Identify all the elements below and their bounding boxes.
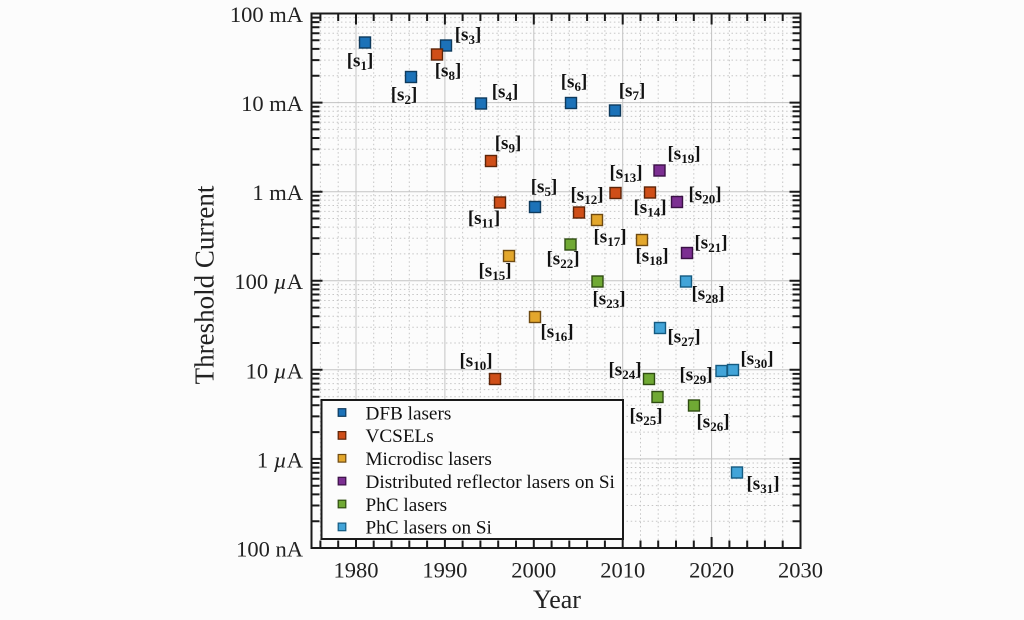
svg-text:Threshold Current: Threshold Current bbox=[190, 185, 220, 384]
svg-text:Year: Year bbox=[533, 585, 581, 614]
svg-text:[s7]: [s7] bbox=[619, 81, 646, 104]
svg-text:VCSELs: VCSELs bbox=[366, 426, 434, 447]
svg-text:2010: 2010 bbox=[600, 558, 645, 583]
svg-text:1 µA: 1 µA bbox=[257, 447, 304, 472]
svg-text:2030: 2030 bbox=[778, 558, 823, 583]
svg-text:100 nA: 100 nA bbox=[236, 537, 304, 562]
svg-text:2020: 2020 bbox=[689, 558, 734, 583]
svg-text:1 mA: 1 mA bbox=[252, 180, 303, 205]
svg-text:[s1]: [s1] bbox=[347, 51, 374, 74]
svg-text:[s2]: [s2] bbox=[391, 85, 418, 108]
svg-text:[s29]: [s29] bbox=[679, 365, 712, 388]
svg-text:10 mA: 10 mA bbox=[241, 91, 304, 116]
svg-text:[s3]: [s3] bbox=[455, 25, 482, 48]
svg-text:1980: 1980 bbox=[334, 558, 379, 583]
svg-text:100 mA: 100 mA bbox=[230, 2, 304, 27]
svg-text:[s9]: [s9] bbox=[495, 133, 522, 156]
svg-text:PhC lasers: PhC lasers bbox=[366, 495, 448, 516]
svg-text:1990: 1990 bbox=[422, 558, 467, 583]
svg-text:Distributed reflector lasers o: Distributed reflector lasers on Si bbox=[366, 472, 615, 493]
svg-text:100 µA: 100 µA bbox=[234, 269, 303, 294]
svg-text:[s5]: [s5] bbox=[531, 177, 558, 200]
svg-text:[s6]: [s6] bbox=[561, 72, 588, 95]
svg-text:Microdisc lasers: Microdisc lasers bbox=[366, 449, 492, 470]
svg-text:10 µA: 10 µA bbox=[246, 358, 304, 383]
svg-text:[s8]: [s8] bbox=[435, 61, 462, 84]
svg-text:DFB lasers: DFB lasers bbox=[366, 403, 452, 424]
svg-text:2000: 2000 bbox=[511, 558, 556, 583]
svg-text:[s4]: [s4] bbox=[492, 82, 519, 105]
svg-text:PhC lasers on Si: PhC lasers on Si bbox=[366, 518, 492, 539]
